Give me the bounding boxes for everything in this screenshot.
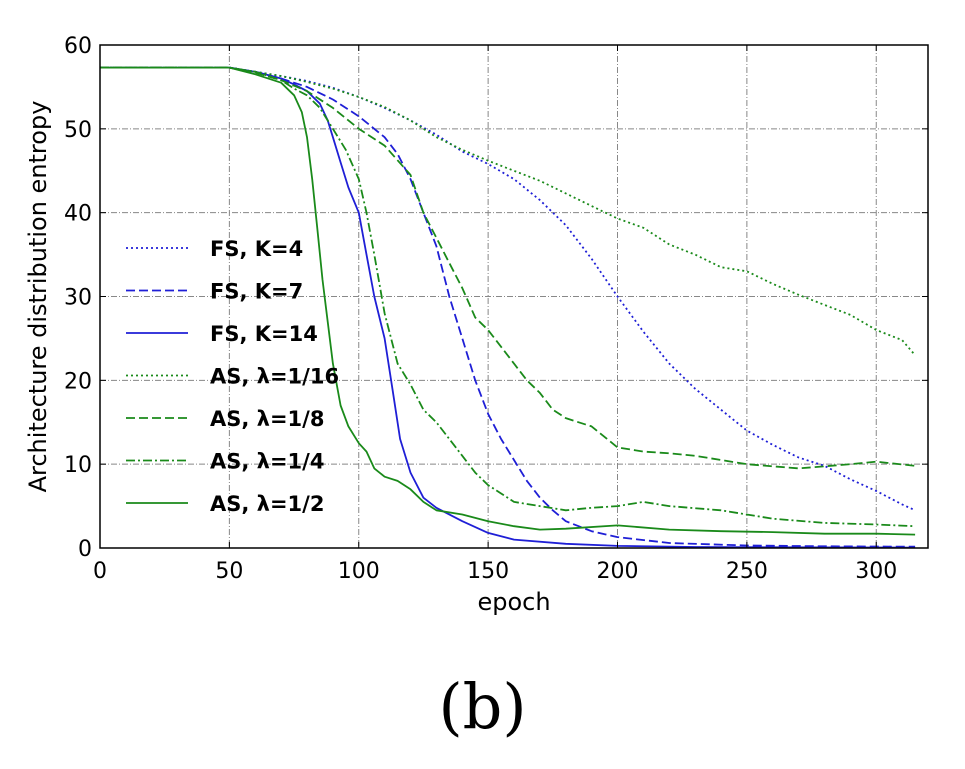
entropy-line-chart: 0 50 100 150 200 250 300 0 10 20 30 40 50 60 epoch Ar… [24, 34, 929, 616]
x-tick-label: 150 [467, 559, 509, 584]
y-axis-label: Architecture distribution entropy [24, 101, 52, 493]
y-tick-label: 0 [78, 537, 92, 562]
y-tick-label: 50 [64, 118, 92, 143]
series-layer [100, 66, 916, 549]
y-tick-label: 10 [64, 453, 92, 478]
grid [100, 45, 928, 548]
x-tick-label: 50 [215, 559, 243, 584]
y-tick-label: 20 [64, 369, 92, 394]
series-line-6 [100, 66, 916, 528]
legend-label-2: FS, K=7 [210, 280, 303, 304]
y-tick-label: 40 [64, 202, 92, 227]
x-tick-label: 100 [338, 559, 380, 584]
series-line-3 [100, 66, 916, 549]
x-tick-label: 200 [597, 559, 639, 584]
tick-layer: 0 50 100 150 200 250 300 0 10 20 30 40 50 60 [64, 34, 928, 584]
x-tick-label: 300 [855, 559, 897, 584]
y-tick-label: 30 [64, 286, 92, 311]
y-tick-label: 60 [64, 34, 92, 59]
legend-label-4: AS, λ=1/16 [210, 365, 339, 389]
x-axis-label: epoch [477, 588, 550, 616]
series-line-7 [100, 66, 916, 536]
legend-label-7: AS, λ=1/2 [210, 492, 324, 516]
legend-label-1: FS, K=4 [210, 237, 303, 261]
legend-label-3: FS, K=14 [210, 322, 318, 346]
x-tick-label: 250 [726, 559, 768, 584]
legend: FS, K=4 FS, K=7 FS, K=14 AS, λ=1/16 AS, λ=1/… [126, 237, 339, 516]
legend-label-5: AS, λ=1/8 [210, 407, 324, 431]
panel-label: (b) [438, 670, 527, 743]
series-line-4 [100, 66, 916, 356]
legend-label-6: AS, λ=1/4 [210, 450, 324, 474]
series-line-2 [100, 66, 916, 548]
series-line-5 [100, 66, 916, 470]
x-tick-label: 0 [93, 559, 107, 584]
